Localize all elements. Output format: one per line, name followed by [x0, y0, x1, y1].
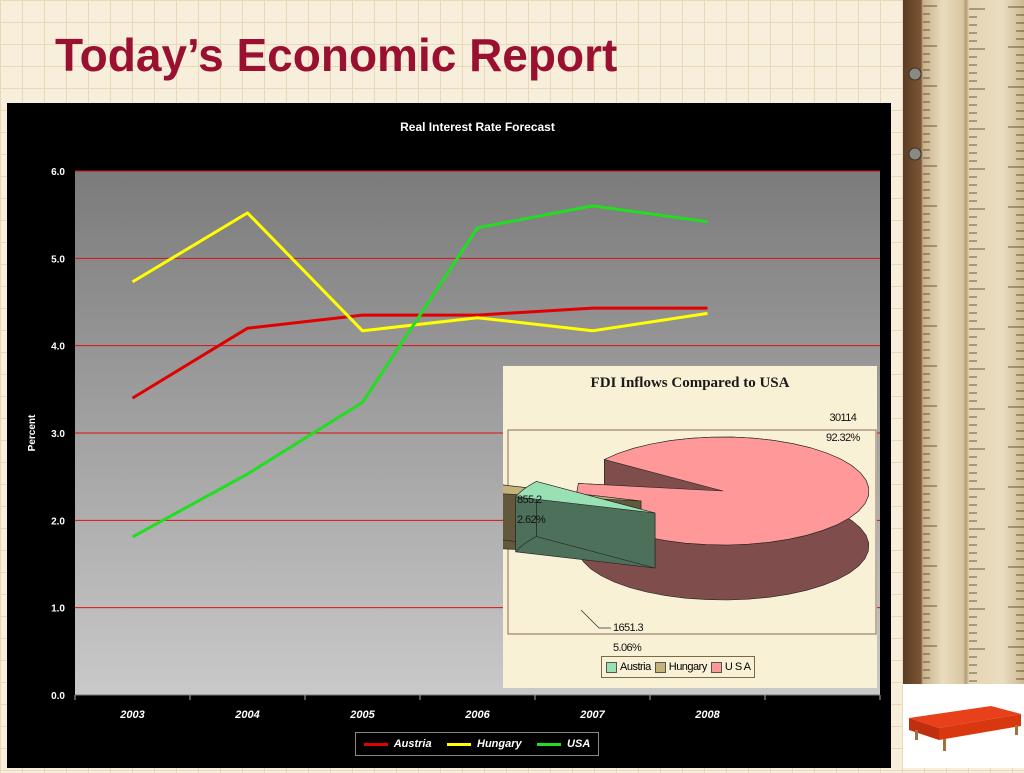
legend-label-austria: Austria [393, 738, 432, 750]
series-line-hungary [131, 211, 708, 333]
y-tick-label: 5.0 [51, 254, 65, 265]
x-tick-label: 2005 [349, 709, 375, 721]
legend-item-hungary: Hungary [447, 738, 522, 750]
pie-legend-swatch-hungary [654, 661, 666, 673]
line-chart-title: Real Interest Rate Forecast [400, 120, 555, 134]
pie-legend-label-austria: Austria [620, 661, 651, 673]
pie-label-usa-percent: 92.32% [826, 432, 860, 444]
ruler-screw [908, 67, 922, 81]
ruler-screw [908, 147, 922, 161]
pie-label-usa-value: 30114 [829, 412, 857, 424]
y-tick-label: 4.0 [51, 342, 65, 353]
pie-slice-austria [515, 480, 656, 569]
pie-label-hungary-value: 855.2 [517, 494, 542, 506]
x-tick-label: 2004 [234, 709, 259, 721]
pie-chart-legend: Austria Hungary U S A [601, 656, 756, 678]
legend-item-austria: Austria [363, 738, 432, 750]
x-tick-label: 2003 [119, 709, 144, 721]
pie-legend-swatch-austria [606, 661, 617, 673]
pie-label-austria-value: 1651.3 [613, 622, 644, 634]
pie-legend-label-hungary: Hungary [668, 661, 708, 673]
legend-label-hungary: Hungary [477, 738, 522, 750]
legend-item-usa: USA [537, 738, 590, 750]
pie-legend-swatch-usa [710, 661, 722, 673]
y-tick-label: 0.0 [51, 691, 65, 702]
y-tick-label: 1.0 [51, 604, 65, 615]
y-tick-label: 6.0 [51, 167, 65, 178]
pie-label-austria-percent: 5.06% [613, 642, 642, 654]
y-tick-label: 2.0 [51, 516, 65, 527]
pie-legend-item-hungary: Hungary [654, 661, 708, 673]
sofa-image [903, 684, 1024, 768]
pie-label-hungary-percent: 2.62% [517, 514, 546, 526]
pie-leader-line-austria [580, 609, 611, 629]
pie-label-austria: 1651.3 5.06% [613, 618, 644, 658]
sofa-icon [909, 706, 1021, 751]
pie-label-usa: 30114 92.32% [826, 408, 860, 448]
pie-legend-item-austria: Austria [606, 661, 651, 673]
slide-title: Today’s Economic Report [55, 29, 618, 81]
legend-swatch-hungary [447, 742, 472, 746]
y-tick-label: 3.0 [51, 429, 65, 440]
series-line-usa [131, 204, 708, 539]
pie-chart [503, 429, 877, 635]
pie-legend-item-usa: U S A [710, 661, 751, 673]
pie-legend-label-usa: U S A [724, 661, 751, 673]
pie-chart-panel: FDI Inflows Compared to USA 30114 92.32%… [503, 366, 877, 688]
wooden-ruler-decoration [903, 0, 1024, 684]
pie-label-hungary: 855.2 2.62% [517, 490, 546, 530]
legend-swatch-usa [537, 742, 562, 746]
ruler-ticks [908, 5, 1024, 682]
legend-swatch-austria [363, 742, 388, 746]
x-tick-label: 2006 [464, 709, 490, 721]
y-axis-label: Percent [27, 414, 38, 451]
x-tick-label: 2007 [579, 709, 605, 721]
line-chart-legend: Austria Hungary USA [355, 732, 599, 756]
x-tick-label: 2008 [694, 709, 720, 721]
line-chart: Real Interest Rate Forecast 0.0 1.0 2.0 3.0 4… [27, 120, 881, 721]
legend-label-usa: USA [567, 738, 591, 750]
pie-chart-title: FDI Inflows Compared to USA [590, 375, 790, 391]
